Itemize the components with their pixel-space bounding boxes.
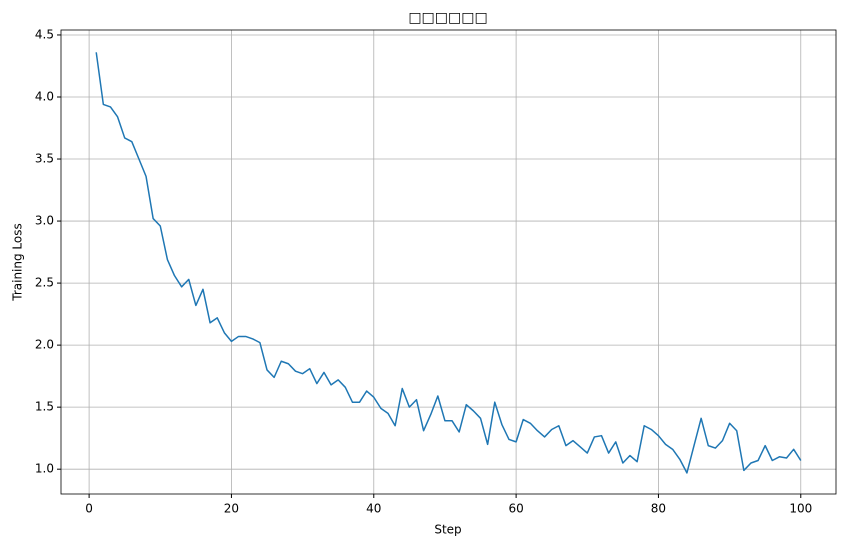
x-tick-label: 60 <box>508 502 523 516</box>
plot-frame <box>60 29 837 495</box>
y-tick-label: 1.0 <box>35 462 54 476</box>
y-tick-label: 3.0 <box>35 214 54 228</box>
y-tick-label: 4.5 <box>35 27 54 41</box>
x-tick-label: 40 <box>366 502 381 516</box>
y-tick-label: 3.5 <box>35 152 54 166</box>
y-tick-label: 1.5 <box>35 400 54 414</box>
x-tick-label: 80 <box>651 502 666 516</box>
line-series <box>95 52 802 474</box>
y-tick-label: 4.0 <box>35 89 54 103</box>
y-tick-label: 2.0 <box>35 338 54 352</box>
x-tick-label: 100 <box>789 502 812 516</box>
y-tick-label: 2.5 <box>35 276 54 290</box>
x-tick-label: 0 <box>85 502 93 516</box>
x-axis-label: Step <box>434 523 461 537</box>
x-tick-label: 20 <box>224 502 239 516</box>
y-axis-label: Training Loss <box>11 223 25 301</box>
chart-title: □□□□□□ <box>408 10 487 26</box>
